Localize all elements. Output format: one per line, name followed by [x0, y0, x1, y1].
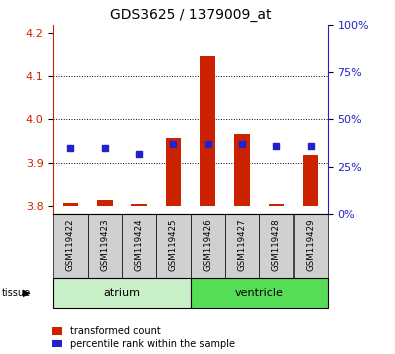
Point	[170, 141, 177, 147]
Bar	[122, 214, 156, 278]
Bar	[234, 134, 250, 206]
Point	[136, 151, 142, 156]
Text: GSM119428: GSM119428	[272, 218, 281, 271]
Bar	[63, 202, 78, 206]
Bar	[156, 214, 190, 278]
Bar	[269, 204, 284, 206]
Point	[273, 143, 280, 149]
Point	[102, 145, 108, 151]
Point	[205, 141, 211, 147]
Text: GSM119423: GSM119423	[100, 218, 109, 271]
Bar	[53, 214, 88, 278]
Bar	[88, 214, 122, 278]
Text: ▶: ▶	[23, 288, 30, 298]
Title: GDS3625 / 1379009_at: GDS3625 / 1379009_at	[110, 8, 271, 22]
Point	[239, 141, 245, 147]
Bar	[293, 214, 328, 278]
Text: GSM119427: GSM119427	[237, 218, 246, 271]
Bar	[191, 214, 225, 278]
Text: GSM119426: GSM119426	[203, 218, 212, 271]
Bar	[225, 214, 259, 278]
Bar	[132, 204, 147, 206]
Legend: transformed count, percentile rank within the sample: transformed count, percentile rank withi…	[52, 326, 235, 349]
Text: ventricle: ventricle	[235, 288, 284, 298]
Text: tissue: tissue	[2, 288, 31, 298]
Bar	[200, 56, 215, 206]
Bar	[303, 155, 318, 206]
Text: GSM119422: GSM119422	[66, 218, 75, 271]
Point	[67, 145, 73, 151]
Text: atrium: atrium	[103, 288, 141, 298]
Text: GSM119429: GSM119429	[306, 218, 315, 271]
Text: GSM119424: GSM119424	[135, 218, 144, 271]
Bar	[166, 138, 181, 206]
Bar	[190, 278, 328, 308]
Text: GSM119425: GSM119425	[169, 218, 178, 271]
Point	[308, 143, 314, 149]
Bar	[97, 200, 113, 206]
Bar	[53, 278, 190, 308]
Bar	[259, 214, 293, 278]
